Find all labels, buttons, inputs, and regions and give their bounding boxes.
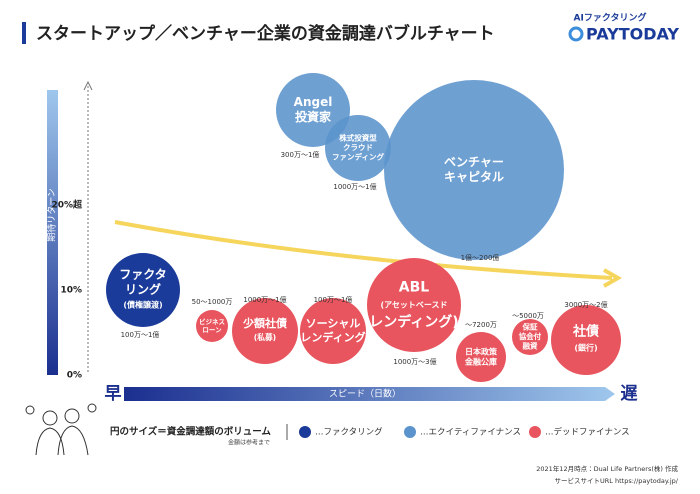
bubble-range: 〜5000万 [512, 312, 544, 320]
bubble [551, 305, 621, 375]
x-axis-label: スピード（日数） [329, 388, 401, 400]
x-start: 早 [105, 384, 122, 404]
bubble-range: 3000万〜2億 [564, 300, 607, 309]
bubble-label: (アセットベースド [380, 301, 447, 310]
y-tick-label: 10% [60, 286, 82, 296]
size-note: 円のサイズ＝資金調達額のボリューム [110, 426, 271, 438]
legend-swatch [299, 426, 311, 438]
x-end: 遅 [621, 384, 638, 404]
bubble [512, 319, 548, 355]
bubble [196, 310, 228, 342]
bubble-label: (銀行) [574, 343, 597, 353]
bubble-label: ビジネス [199, 317, 225, 326]
bubble-label: 少額社債 [243, 316, 287, 330]
legend-label: …ファクタリング [315, 427, 383, 438]
bubble [384, 80, 564, 260]
y-tick-label: 0% [67, 371, 82, 381]
footer-date: 2021年12月時点：Dual Life Partners(株) 作成 [536, 464, 678, 473]
bubble-label: クラウド [343, 142, 373, 152]
bubble-label: 協会付 [519, 331, 542, 341]
bubble-range: 1000万〜1億 [333, 182, 376, 191]
people-illustration [25, 403, 97, 456]
size-subnote: 金額は参考まで [228, 439, 270, 447]
legend-label: …エクイティファイナンス [420, 428, 521, 438]
bubble-label: (債権譲渡) [123, 300, 162, 310]
title-bar [22, 22, 26, 44]
brand-name: PAYTODAY [586, 25, 679, 44]
bubble-label: 日本政策 [465, 347, 498, 357]
bubble-range: 300万〜1億 [281, 150, 320, 159]
bubble-range: 1000万〜3億 [393, 357, 436, 366]
bubble-label: リング [125, 282, 161, 297]
bubble-range: 50〜1000万 [192, 298, 233, 306]
bubble-label: ローン [202, 326, 222, 334]
y-tick-label: 20%超 [51, 199, 83, 211]
trend-arrow-head [603, 268, 623, 288]
bubble-label: レンディング) [369, 314, 458, 331]
brand-icon [568, 26, 584, 42]
bubble-label: 金融公庫 [465, 357, 497, 367]
bubble-label: レンディング [300, 330, 365, 344]
bubble-label: ベンチャー [444, 155, 504, 169]
bubble [456, 332, 506, 382]
legend-swatch [404, 426, 416, 438]
bubble-range: 100万〜1億 [121, 330, 160, 339]
legend-label: …デッドファイナンス [545, 427, 630, 438]
bubble [325, 115, 391, 181]
x-axis-bar [124, 387, 615, 401]
bubble-label: (私募) [254, 332, 276, 342]
bubble-label: Angel [294, 95, 333, 109]
bubble-label: 社債 [572, 323, 599, 339]
brand-tagline: AIファクタリング [574, 12, 647, 24]
bubble-label: ファクタ [119, 268, 167, 282]
bubble-label: ファンディング [332, 151, 384, 161]
bubble-label: 投資家 [295, 109, 331, 124]
bubble [232, 298, 298, 364]
bubble [367, 258, 461, 352]
bubble-label: 保証 [522, 322, 538, 332]
y-arrow-head [83, 80, 93, 91]
bubble-label: ABL [399, 280, 430, 296]
bubble [106, 253, 180, 327]
bubble-range: 〜7200万 [465, 321, 497, 329]
bubble-range: 1000万〜1億 [243, 295, 286, 304]
y-axis-label: 期待リターン [46, 188, 58, 242]
title: スタートアップ／ベンチャー企業の資金調達バブルチャート [36, 23, 495, 44]
legend-swatch [529, 426, 541, 438]
bubble-label: 株式投資型 [339, 133, 377, 143]
footer-site: サービスサイトURL https://paytoday.jp/ [555, 476, 679, 485]
bubble-label: キャピタル [444, 170, 504, 184]
bubble-label: ソーシャル [306, 317, 361, 330]
bubble-label: 融資 [523, 340, 538, 350]
y-axis-bar [47, 90, 58, 375]
bubble [300, 298, 366, 364]
trend-curve [114, 220, 613, 280]
bubble-range: 1億〜200億 [461, 253, 500, 262]
bubble-range: 100万〜1億 [314, 295, 353, 304]
